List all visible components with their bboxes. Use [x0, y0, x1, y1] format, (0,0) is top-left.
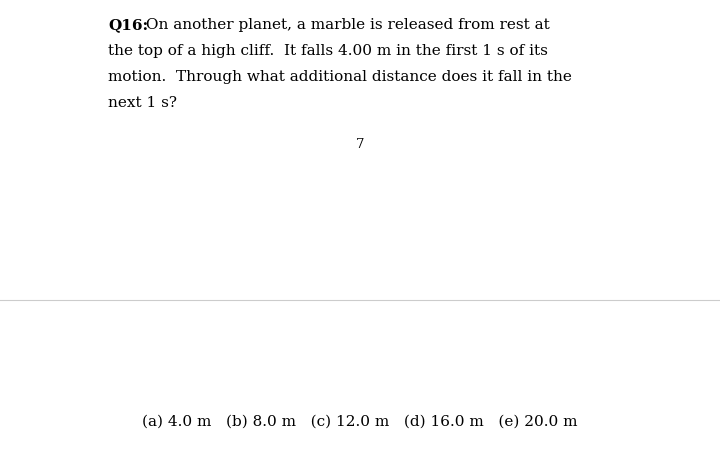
Text: (a) 4.0 m   (b) 8.0 m   (c) 12.0 m   (d) 16.0 m   (e) 20.0 m: (a) 4.0 m (b) 8.0 m (c) 12.0 m (d) 16.0 … — [143, 415, 577, 429]
Text: the top of a high cliff.  It falls 4.00 m in the first 1 s of its: the top of a high cliff. It falls 4.00 m… — [108, 44, 548, 58]
Text: 7: 7 — [356, 138, 364, 151]
Text: Q16:: Q16: — [108, 18, 148, 32]
Text: On another planet, a marble is released from rest at: On another planet, a marble is released … — [141, 18, 550, 32]
Text: next 1 s?: next 1 s? — [108, 96, 177, 110]
Text: motion.  Through what additional distance does it fall in the: motion. Through what additional distance… — [108, 70, 572, 84]
